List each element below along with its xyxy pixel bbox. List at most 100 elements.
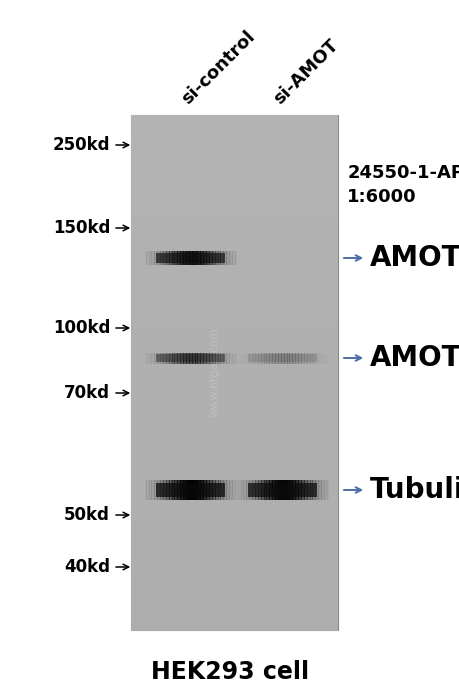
Bar <box>131 172 337 178</box>
Bar <box>221 251 223 265</box>
Bar <box>174 251 176 265</box>
Bar <box>131 290 337 296</box>
Bar <box>310 353 312 363</box>
Text: 150kd: 150kd <box>53 219 110 237</box>
Bar <box>203 480 205 500</box>
Bar <box>256 353 258 363</box>
Bar <box>324 480 325 500</box>
Bar <box>200 353 202 363</box>
Bar <box>171 353 173 363</box>
Bar <box>131 342 337 348</box>
Bar <box>181 353 183 363</box>
Bar <box>291 353 293 363</box>
Bar <box>163 480 165 500</box>
Bar <box>232 353 234 363</box>
Bar <box>302 480 304 500</box>
Bar <box>218 353 220 363</box>
Bar <box>166 480 168 500</box>
Bar <box>131 615 337 621</box>
Bar <box>210 353 213 363</box>
Bar <box>204 251 206 265</box>
Bar <box>162 480 163 500</box>
Bar <box>325 353 327 363</box>
Bar <box>131 316 337 322</box>
Bar <box>270 353 272 363</box>
Bar <box>131 321 337 327</box>
Bar <box>149 480 151 500</box>
Bar <box>190 251 192 265</box>
Bar <box>131 393 337 399</box>
Bar <box>288 480 291 500</box>
Bar <box>219 251 222 265</box>
Bar <box>131 218 337 224</box>
Bar <box>258 353 260 363</box>
Bar <box>296 480 298 500</box>
Bar <box>232 251 234 265</box>
Bar <box>221 353 223 363</box>
Bar <box>131 115 337 630</box>
Bar <box>293 480 295 500</box>
Bar <box>152 251 154 265</box>
Bar <box>288 353 291 363</box>
Bar <box>131 568 337 574</box>
Bar <box>313 480 315 500</box>
Bar <box>131 486 337 492</box>
Bar <box>131 383 337 389</box>
Bar <box>249 353 251 363</box>
Bar <box>155 353 157 363</box>
Bar <box>164 353 167 363</box>
Bar <box>233 353 235 363</box>
Bar <box>186 480 188 500</box>
Bar <box>131 501 337 508</box>
Bar <box>154 251 156 265</box>
Bar <box>213 480 215 500</box>
Bar <box>322 353 324 363</box>
Bar <box>131 146 337 152</box>
Bar <box>148 480 150 500</box>
Text: 70kd: 70kd <box>64 384 110 402</box>
Bar <box>190 353 192 363</box>
Bar <box>230 480 232 500</box>
Bar <box>297 353 300 363</box>
Bar <box>233 480 235 500</box>
Bar <box>264 353 266 363</box>
Bar <box>295 480 297 500</box>
Bar <box>302 353 304 363</box>
Bar <box>273 353 275 363</box>
Bar <box>175 251 177 265</box>
Bar <box>162 353 163 363</box>
Text: Tubulin: Tubulin <box>369 476 459 504</box>
Bar <box>217 251 218 265</box>
Bar <box>314 480 316 500</box>
Bar <box>131 223 337 230</box>
Bar <box>146 480 148 500</box>
Bar <box>131 527 337 533</box>
Bar <box>278 480 280 500</box>
Bar <box>304 480 306 500</box>
Bar <box>131 578 337 584</box>
Bar <box>217 480 218 500</box>
Bar <box>131 352 337 358</box>
Bar <box>282 480 284 500</box>
Bar <box>264 480 266 500</box>
Bar <box>148 353 150 363</box>
Bar <box>227 480 229 500</box>
Bar <box>230 251 232 265</box>
Bar <box>131 249 337 255</box>
Bar <box>244 353 246 363</box>
Bar <box>206 353 208 363</box>
Bar <box>281 480 283 500</box>
Bar <box>181 480 183 500</box>
Bar <box>240 353 241 363</box>
Bar <box>270 480 272 500</box>
Bar <box>169 251 171 265</box>
Bar <box>192 251 194 265</box>
Bar <box>226 251 228 265</box>
Bar <box>180 480 182 500</box>
Bar <box>305 353 307 363</box>
Bar <box>131 208 337 214</box>
Bar <box>178 480 180 500</box>
Bar <box>198 353 200 363</box>
Bar <box>259 480 261 500</box>
Bar <box>207 353 209 363</box>
